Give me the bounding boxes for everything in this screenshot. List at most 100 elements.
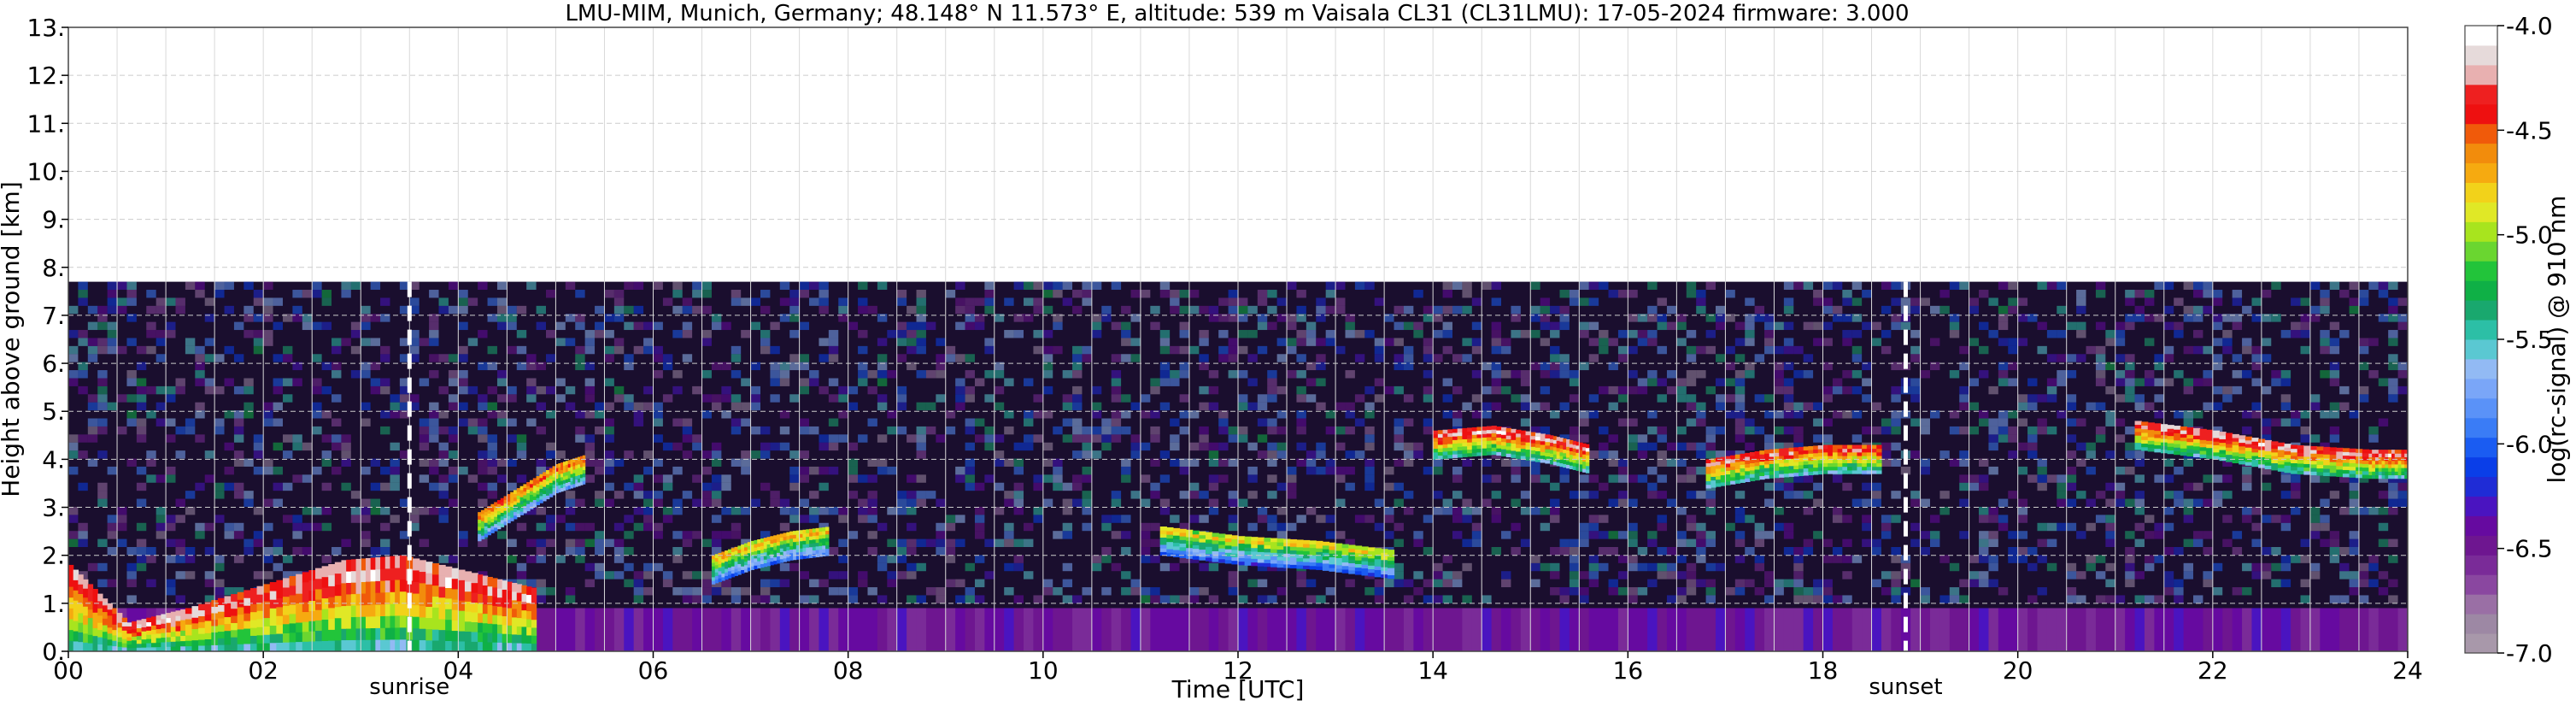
noise-cell xyxy=(1910,522,1921,532)
boundary-layer-cell xyxy=(107,609,113,616)
boundary-layer-cell xyxy=(231,608,238,616)
boundary-layer-cell xyxy=(516,584,523,593)
noise-cell xyxy=(1637,474,1648,483)
noise-cell xyxy=(1345,538,1355,548)
noise-cell xyxy=(2222,491,2233,499)
noise-cell xyxy=(711,538,722,548)
noise-cell xyxy=(1862,522,1872,532)
aerosol-layer-cell xyxy=(567,460,572,464)
noise-cell xyxy=(370,362,381,371)
noise-cell xyxy=(1199,562,1209,572)
aerosol-layer-cell xyxy=(496,521,502,526)
noise-cell xyxy=(1842,338,1852,346)
noise-cell xyxy=(1374,345,1385,355)
noise-cell xyxy=(584,330,596,338)
aerosol-layer-cell xyxy=(786,550,790,555)
noise-cell xyxy=(1676,555,1687,563)
noise-cell xyxy=(643,562,654,572)
boundary-layer-cell xyxy=(395,627,401,640)
aerosol-layer-cell xyxy=(763,562,768,568)
noise-cell xyxy=(273,321,283,331)
boundary-layer-cell xyxy=(445,640,453,652)
noise-cell xyxy=(1130,442,1141,451)
noise-cell xyxy=(1276,410,1288,419)
noise-cell xyxy=(253,434,264,443)
noise-cell xyxy=(1725,290,1735,298)
aerosol-layer-cell xyxy=(750,558,754,563)
noise-cell xyxy=(302,474,313,483)
noise-cell xyxy=(1520,491,1531,499)
aerosol-layer-cell xyxy=(773,542,777,547)
noise-cell xyxy=(244,498,254,507)
noise-cell xyxy=(1159,474,1171,483)
noise-cell xyxy=(1734,321,1746,331)
noise-cell xyxy=(2242,426,2252,435)
surface-cell xyxy=(2017,608,2028,651)
noise-cell xyxy=(2232,587,2243,596)
noise-cell xyxy=(1033,410,1043,419)
boundary-layer-cell xyxy=(126,644,132,649)
boundary-layer-cell xyxy=(399,555,408,568)
boundary-layer-cell xyxy=(521,643,527,652)
noise-cell xyxy=(1900,562,1911,572)
aerosol-layer-cell xyxy=(819,552,823,557)
boundary-layer-cell xyxy=(237,614,244,622)
aerosol-layer-cell xyxy=(741,548,745,552)
noise-cell xyxy=(672,330,683,338)
aerosol-layer-cell xyxy=(513,490,518,495)
surface-cell xyxy=(1716,608,1726,651)
noise-cell xyxy=(1354,515,1365,523)
noise-cell xyxy=(828,442,839,451)
noise-cell xyxy=(126,547,137,556)
noise-cell xyxy=(2183,562,2194,572)
aerosol-layer-cell xyxy=(575,461,578,466)
noise-cell xyxy=(750,321,760,331)
noise-cell xyxy=(1891,458,1901,467)
noise-cell xyxy=(789,305,800,315)
noise-cell xyxy=(1082,354,1092,362)
noise-cell xyxy=(2329,378,2340,386)
noise-cell xyxy=(555,321,566,331)
noise-cell xyxy=(126,281,137,291)
surface-cell xyxy=(1842,608,1853,651)
noise-cell xyxy=(409,515,420,523)
noise-cell xyxy=(2134,305,2145,315)
noise-cell xyxy=(809,579,819,588)
noise-cell xyxy=(584,442,596,451)
noise-cell xyxy=(2261,338,2272,346)
aerosol-layer-cell xyxy=(578,478,581,483)
noise-cell xyxy=(117,538,127,548)
noise-cell xyxy=(263,522,273,532)
noise-cell xyxy=(2125,394,2135,403)
aerosol-layer-cell xyxy=(743,557,748,562)
boundary-layer-cell xyxy=(204,602,212,609)
noise-cell xyxy=(1013,498,1024,507)
noise-cell xyxy=(867,498,877,507)
noise-cell xyxy=(107,297,118,306)
noise-cell xyxy=(1199,434,1209,443)
noise-cell xyxy=(1734,410,1746,419)
noise-cell xyxy=(496,410,508,419)
noise-cell xyxy=(438,482,449,491)
noise-cell xyxy=(955,538,965,548)
noise-cell xyxy=(965,474,975,483)
noise-cell xyxy=(244,538,254,548)
noise-cell xyxy=(1335,531,1346,539)
noise-cell xyxy=(1979,482,1989,491)
noise-cell xyxy=(1696,442,1706,451)
noise-cell xyxy=(1511,370,1521,379)
boundary-layer-cell xyxy=(438,597,446,609)
noise-cell xyxy=(1452,281,1463,291)
noise-cell xyxy=(1628,498,1638,507)
noise-cell xyxy=(809,426,819,435)
noise-cell xyxy=(458,354,468,362)
noise-cell xyxy=(273,418,283,427)
boundary-layer-cell xyxy=(68,640,74,652)
noise-cell xyxy=(155,338,167,346)
surface-cell xyxy=(682,608,693,651)
aerosol-layer-cell xyxy=(815,545,820,550)
noise-cell xyxy=(1813,338,1823,346)
noise-cell xyxy=(633,281,644,291)
noise-cell xyxy=(2212,587,2223,596)
aerosol-layer-cell xyxy=(484,515,489,520)
